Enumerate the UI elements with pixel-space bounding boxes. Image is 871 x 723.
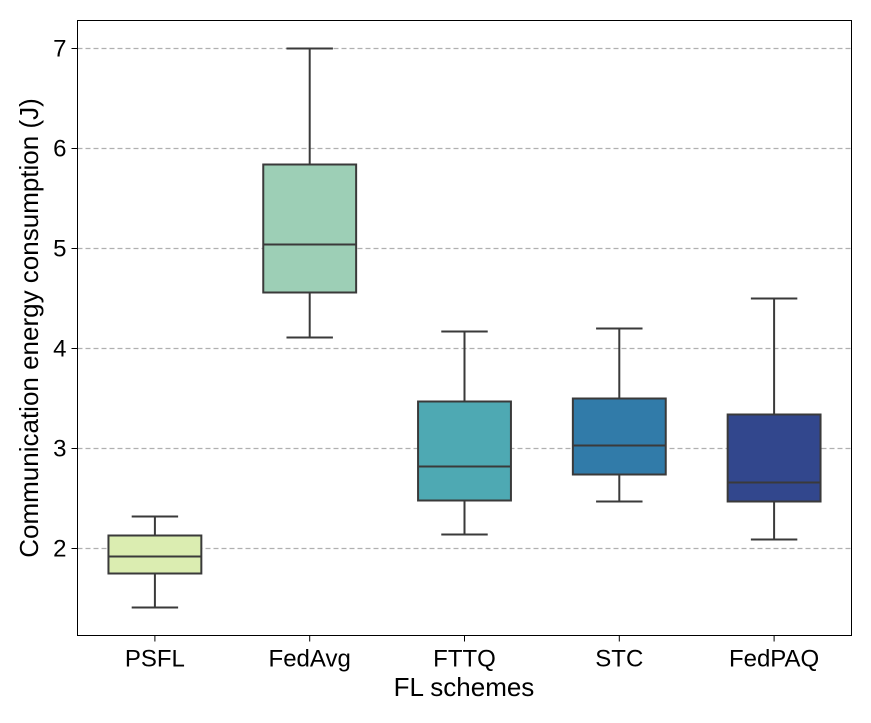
y-tick-label: 4 <box>53 336 66 363</box>
box-psfl <box>107 515 203 609</box>
x-tick-label: PSFL <box>125 646 185 673</box>
x-tick-label: FedAvg <box>269 646 351 673</box>
y-tick-label: 2 <box>53 536 66 563</box>
iqr-box <box>571 397 667 476</box>
x-tick-label: FTTQ <box>433 646 496 673</box>
iqr-box <box>107 534 203 575</box>
y-tick-label: 3 <box>53 436 66 463</box>
iqr-box <box>417 400 512 502</box>
box-stc <box>571 327 667 503</box>
y-tick-label: 7 <box>53 36 66 63</box>
iqr-box <box>726 413 822 503</box>
box-fedpaq <box>726 297 822 541</box>
y-axis-label: Communication energy consumption (J) <box>14 98 44 558</box>
y-tick-label: 5 <box>53 236 66 263</box>
y-tick-label: 6 <box>53 136 66 163</box>
x-axis: PSFL FedAvg FTTQ STC FedPAQ <box>125 635 819 673</box>
box-fttq <box>417 330 512 536</box>
x-tick-label: FedPAQ <box>729 646 819 673</box>
x-axis-label: FL schemes <box>394 672 535 702</box>
box-fedavg <box>262 47 358 339</box>
boxes-group <box>107 47 822 609</box>
x-tick-label: STC <box>595 646 643 673</box>
iqr-box <box>262 163 358 294</box>
y-axis: 2 3 4 5 6 7 <box>53 36 78 563</box>
